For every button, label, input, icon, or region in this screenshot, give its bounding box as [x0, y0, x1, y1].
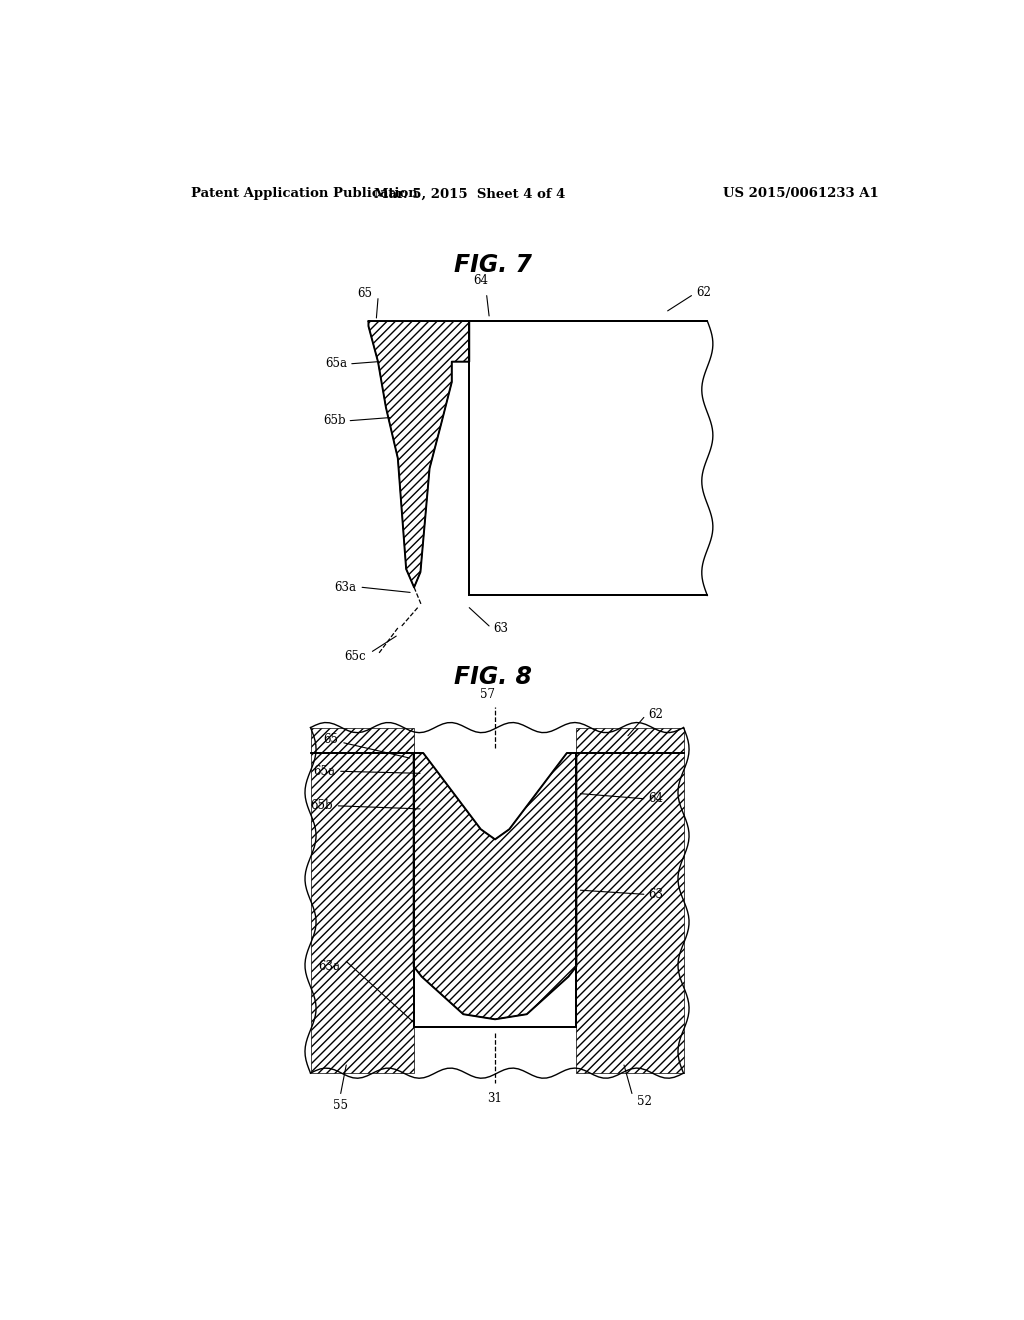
Text: 65: 65 [357, 286, 373, 300]
Text: Mar. 5, 2015  Sheet 4 of 4: Mar. 5, 2015 Sheet 4 of 4 [374, 187, 565, 201]
Polygon shape [369, 321, 469, 587]
Text: 63: 63 [494, 623, 508, 635]
Text: US 2015/0061233 A1: US 2015/0061233 A1 [723, 187, 879, 201]
Text: 62: 62 [696, 286, 711, 300]
Text: FIG. 7: FIG. 7 [454, 253, 532, 277]
Text: 52: 52 [638, 1096, 652, 1107]
Polygon shape [414, 752, 577, 1027]
Text: 55: 55 [333, 1100, 348, 1113]
Text: Patent Application Publication: Patent Application Publication [191, 187, 418, 201]
Polygon shape [414, 752, 577, 1019]
Text: 57: 57 [479, 688, 495, 701]
Text: 64: 64 [474, 275, 488, 288]
Text: 62: 62 [648, 708, 663, 721]
Text: 63: 63 [648, 888, 664, 900]
Text: FIG. 8: FIG. 8 [454, 665, 532, 689]
Polygon shape [310, 727, 414, 1073]
Text: 65b: 65b [310, 800, 333, 812]
Text: 65a: 65a [325, 358, 347, 370]
Text: 64: 64 [648, 792, 664, 805]
Text: 63a: 63a [335, 581, 356, 594]
Text: 65c: 65c [344, 649, 367, 663]
Text: 65: 65 [324, 734, 338, 746]
Text: 65b: 65b [323, 414, 345, 428]
Text: 31: 31 [487, 1092, 503, 1105]
Text: 63a: 63a [317, 960, 340, 973]
Polygon shape [577, 727, 684, 1073]
Polygon shape [469, 321, 708, 595]
Text: 65a: 65a [313, 764, 335, 777]
